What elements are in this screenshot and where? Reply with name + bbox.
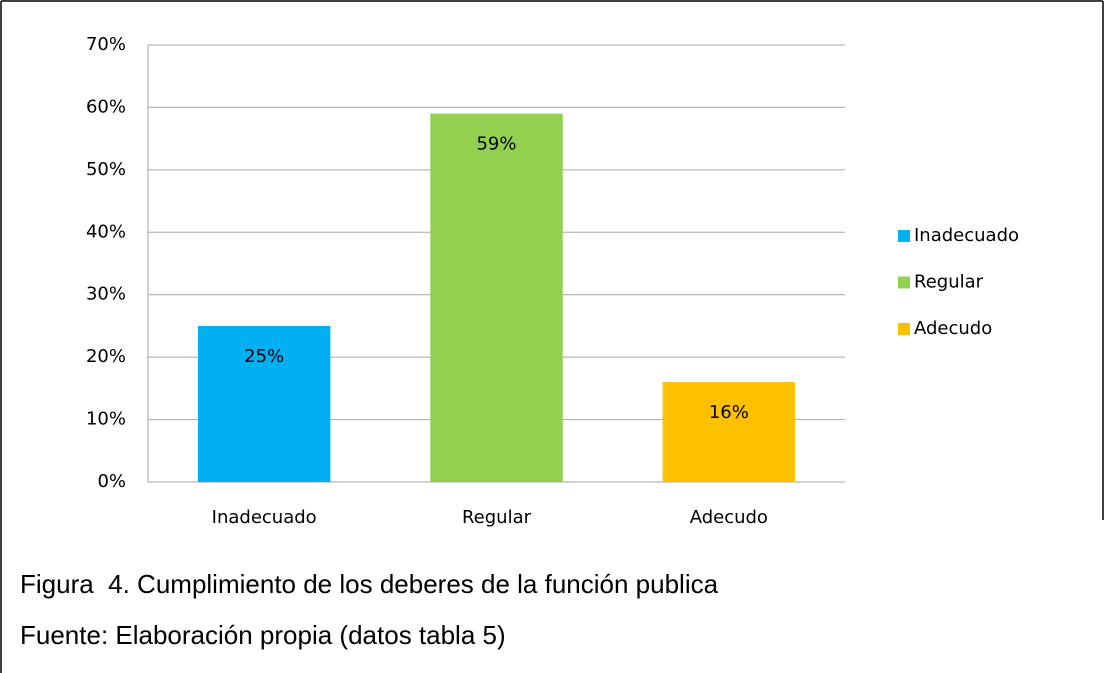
legend-swatch (898, 230, 910, 242)
data-label: 59% (476, 134, 516, 155)
y-tick-label: 10% (86, 409, 126, 430)
x-tick-label: Adecudo (690, 507, 768, 528)
legend-swatch (898, 276, 910, 289)
data-label: 16% (709, 402, 749, 423)
source: Fuente: Elaboración propia (datos tabla … (20, 620, 506, 650)
y-tick-label: 70% (86, 34, 126, 55)
y-tick-label: 60% (86, 96, 126, 117)
y-tick-label: 20% (86, 346, 126, 367)
y-tick-label: 50% (86, 159, 126, 180)
bar (197, 325, 331, 482)
x-tick-label: Regular (462, 507, 532, 528)
y-tick-label: 30% (86, 284, 126, 305)
caption: Figura 4. Cumplimiento de los deberes de… (20, 569, 719, 599)
y-tick-label: 40% (86, 221, 126, 242)
bar (430, 113, 563, 483)
legend-label: Inadecuado (914, 225, 1019, 246)
legend-label: Adecudo (914, 318, 992, 339)
bar (662, 382, 796, 482)
y-tick-label: 0% (97, 471, 126, 492)
x-tick-label: Inadecuado (212, 507, 317, 528)
legend-label: Regular (914, 272, 984, 293)
legend-swatch (898, 323, 910, 335)
data-label: 25% (244, 346, 284, 367)
